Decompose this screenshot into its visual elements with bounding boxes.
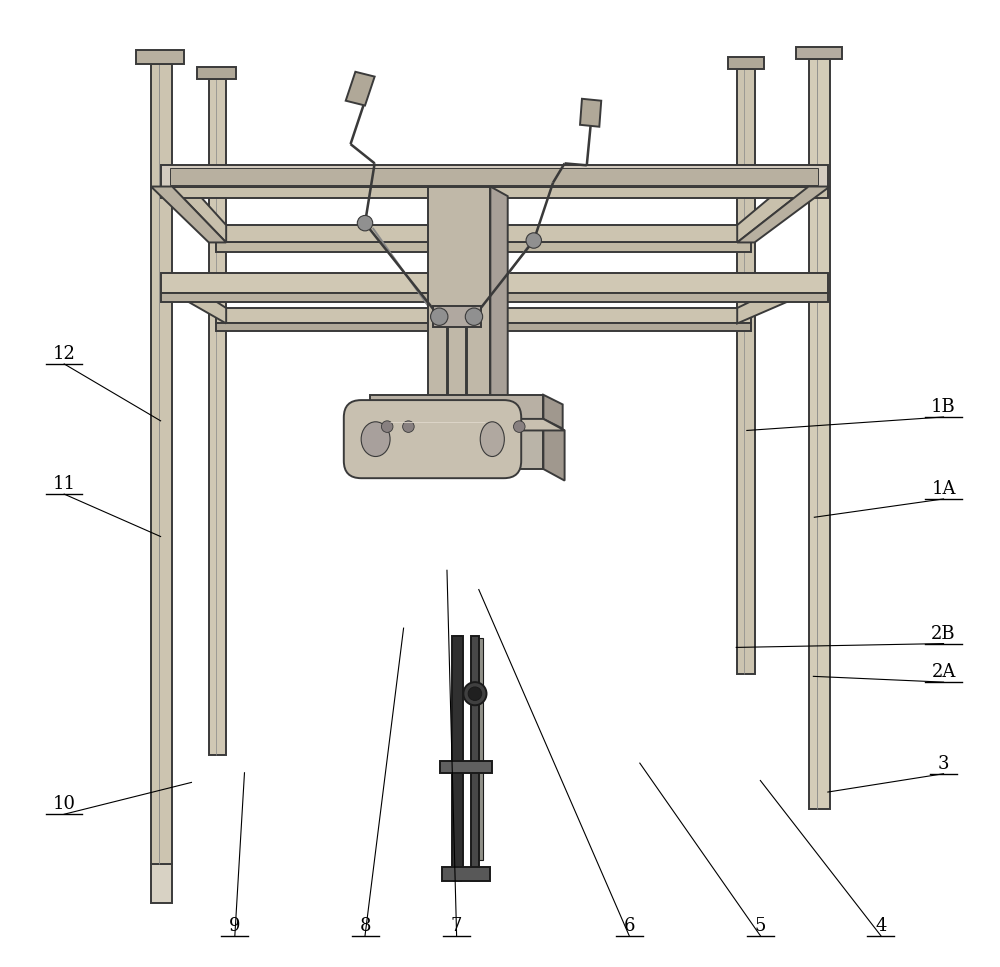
Polygon shape — [440, 761, 492, 773]
Polygon shape — [170, 168, 818, 185]
Polygon shape — [737, 274, 809, 323]
Polygon shape — [172, 165, 226, 243]
Polygon shape — [543, 395, 563, 428]
Circle shape — [463, 682, 487, 705]
Polygon shape — [737, 187, 830, 243]
Polygon shape — [172, 274, 226, 323]
Polygon shape — [197, 67, 236, 78]
Text: 2A: 2A — [931, 663, 956, 681]
Polygon shape — [454, 636, 461, 881]
Circle shape — [381, 421, 393, 432]
Circle shape — [357, 216, 373, 231]
Polygon shape — [490, 187, 508, 427]
Text: 2B: 2B — [931, 625, 956, 643]
Text: 8: 8 — [359, 917, 371, 935]
FancyBboxPatch shape — [344, 400, 521, 479]
Text: 5: 5 — [755, 917, 766, 935]
Polygon shape — [216, 243, 751, 252]
Text: 6: 6 — [623, 917, 635, 935]
Polygon shape — [216, 308, 751, 323]
Text: 9: 9 — [229, 917, 241, 935]
Polygon shape — [433, 307, 481, 327]
Polygon shape — [737, 165, 809, 243]
Polygon shape — [737, 69, 755, 674]
Circle shape — [526, 233, 541, 249]
Polygon shape — [543, 419, 565, 481]
Polygon shape — [216, 323, 751, 331]
Polygon shape — [151, 64, 172, 864]
Polygon shape — [442, 867, 490, 881]
Polygon shape — [151, 187, 226, 243]
Polygon shape — [161, 293, 828, 303]
Text: 12: 12 — [53, 345, 76, 363]
Circle shape — [468, 687, 482, 700]
Polygon shape — [370, 395, 543, 419]
Text: 1A: 1A — [931, 480, 956, 498]
Polygon shape — [346, 72, 375, 105]
Polygon shape — [428, 187, 490, 418]
Polygon shape — [473, 638, 483, 860]
Text: 4: 4 — [875, 917, 887, 935]
Polygon shape — [796, 46, 842, 59]
Ellipse shape — [361, 422, 390, 456]
Ellipse shape — [480, 422, 504, 456]
Polygon shape — [471, 636, 479, 881]
Circle shape — [403, 421, 414, 432]
Text: 10: 10 — [53, 795, 76, 813]
Circle shape — [431, 308, 448, 325]
Polygon shape — [151, 864, 172, 903]
Polygon shape — [580, 99, 601, 127]
Polygon shape — [209, 78, 226, 755]
Polygon shape — [216, 225, 751, 243]
Polygon shape — [161, 187, 828, 198]
Text: 11: 11 — [53, 475, 76, 493]
Polygon shape — [161, 274, 828, 293]
Circle shape — [513, 421, 525, 432]
Circle shape — [465, 308, 483, 325]
Text: 3: 3 — [938, 755, 949, 773]
Polygon shape — [136, 49, 184, 64]
Polygon shape — [452, 636, 463, 867]
Polygon shape — [809, 59, 830, 809]
Polygon shape — [370, 419, 543, 469]
Text: 1B: 1B — [931, 398, 956, 416]
Polygon shape — [728, 57, 764, 69]
Text: 7: 7 — [451, 917, 462, 935]
Polygon shape — [370, 419, 565, 430]
Polygon shape — [161, 165, 828, 187]
